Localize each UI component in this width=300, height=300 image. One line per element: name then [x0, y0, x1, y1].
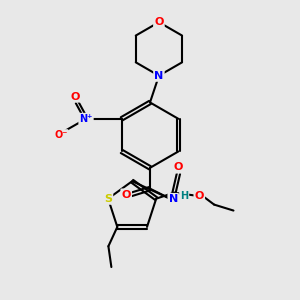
Text: N⁺: N⁺ [79, 114, 93, 124]
Text: O: O [154, 17, 164, 27]
Text: N: N [169, 194, 178, 204]
Text: H: H [180, 191, 188, 201]
Text: S: S [104, 194, 112, 204]
Text: O⁻: O⁻ [54, 130, 68, 140]
Text: O: O [71, 92, 80, 101]
Text: O: O [195, 191, 204, 201]
Text: N: N [154, 71, 164, 81]
Text: O: O [174, 163, 183, 172]
Text: O: O [122, 190, 131, 200]
